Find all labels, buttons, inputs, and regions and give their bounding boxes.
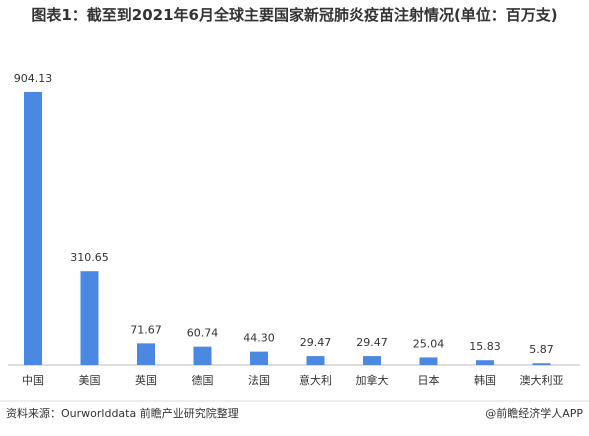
value-label: 29.47 xyxy=(356,336,388,349)
bar xyxy=(250,351,268,365)
value-label: 29.47 xyxy=(300,336,332,349)
source: 资料来源：Ourworlddata 前瞻产业研究院整理 xyxy=(6,406,239,420)
x-tick-label: 美国 xyxy=(79,374,101,387)
credit: @前瞻经济学人APP xyxy=(485,406,583,420)
value-label: 904.13 xyxy=(14,72,53,85)
bar xyxy=(137,343,155,365)
value-label: 44.30 xyxy=(243,332,275,345)
chart-title: 图表1：截至到2021年6月全球主要国家新冠肺炎疫苗注射情况(单位：百万支) xyxy=(31,6,558,24)
bar xyxy=(476,360,494,365)
x-tick-label: 澳大利亚 xyxy=(520,373,564,387)
x-tick-label: 加拿大 xyxy=(356,373,389,387)
bar xyxy=(419,357,438,365)
x-tick-label: 英国 xyxy=(135,373,157,387)
bar xyxy=(80,271,99,365)
value-label: 25.04 xyxy=(413,337,445,350)
bar xyxy=(532,363,551,365)
x-tick-label: 意大利 xyxy=(299,373,332,387)
bar xyxy=(363,356,381,365)
bar xyxy=(193,346,212,365)
value-label: 310.65 xyxy=(70,251,109,264)
value-label: 71.67 xyxy=(130,323,162,336)
x-tick-label: 韩国 xyxy=(474,373,496,387)
bar xyxy=(306,356,325,365)
bar xyxy=(24,92,42,365)
value-label: 15.83 xyxy=(469,340,501,353)
x-tick-label: 法国 xyxy=(248,373,270,387)
x-tick-label: 德国 xyxy=(192,373,214,387)
value-label: 5.87 xyxy=(529,343,554,356)
value-label: 60.74 xyxy=(187,327,219,340)
x-tick-label: 日本 xyxy=(418,373,440,387)
x-tick-label: 中国 xyxy=(22,374,44,387)
